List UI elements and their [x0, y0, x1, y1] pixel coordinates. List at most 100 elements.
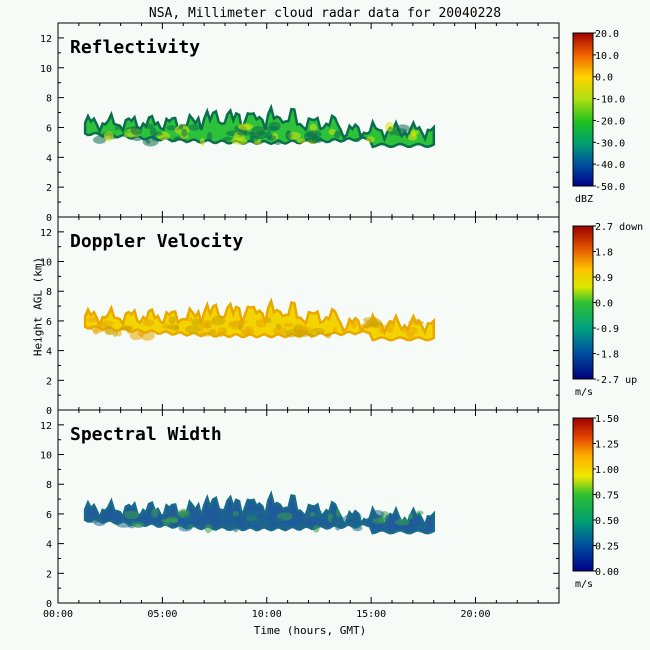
echo-texture: [310, 327, 326, 334]
colorbar-tick-label: 0.25: [595, 542, 619, 553]
echo-texture: [178, 524, 193, 532]
echo-texture: [270, 517, 285, 524]
chart-title: NSA, Millimeter cloud radar data for 200…: [148, 6, 502, 21]
colorbar-tick-label: 1.50: [595, 414, 619, 425]
colorbar-tick-label: -0.9: [595, 324, 619, 335]
echo-texture: [263, 520, 270, 530]
echo-texture: [378, 324, 388, 334]
echo-texture: [402, 326, 419, 335]
echo-texture: [86, 515, 101, 524]
echo-texture: [207, 131, 213, 142]
echo-texture: [353, 138, 361, 143]
echo-texture: [296, 329, 312, 337]
y-tick-label: 0: [46, 406, 52, 417]
echo-texture: [249, 134, 259, 142]
x-tick-label: 00:00: [43, 609, 73, 620]
colorbar-tick-label: -20.0: [595, 116, 625, 127]
echo-texture: [218, 510, 232, 519]
echo-texture: [222, 136, 233, 141]
echo-texture: [268, 121, 281, 131]
panel-title: Spectral Width: [70, 424, 222, 445]
colorbar-tick-label: 0.9: [595, 273, 613, 284]
echo-texture: [366, 136, 375, 143]
colorbar-tick-label: 0.00: [595, 567, 619, 578]
colorbar-unit: m/s: [575, 579, 593, 590]
echo-texture: [131, 522, 145, 527]
echo-texture: [145, 139, 151, 144]
y-tick-label: 4: [46, 347, 52, 358]
echo-texture: [274, 522, 290, 529]
echo-texture: [255, 511, 273, 517]
echo-texture: [184, 325, 201, 334]
echo-texture: [160, 518, 178, 523]
echo-texture: [178, 123, 184, 130]
panel-title: Reflectivity: [70, 37, 200, 58]
echo-texture: [266, 317, 272, 324]
colorbar-tick-label: 10.0: [595, 51, 619, 62]
echo-texture: [410, 129, 419, 136]
colorbar-tick-label: 1.25: [595, 440, 619, 451]
echo-texture: [332, 327, 338, 335]
colorbar-tick-label: -40.0: [595, 160, 625, 171]
y-tick-label: 12: [40, 228, 52, 239]
echo-texture: [199, 323, 205, 332]
echo-texture: [356, 513, 362, 522]
echo-texture: [368, 515, 373, 523]
echo-texture: [166, 125, 177, 131]
x-tick-label: 20:00: [460, 609, 490, 620]
echo-texture: [119, 326, 133, 331]
colorbar-tick-label: -10.0: [595, 95, 625, 106]
echo-texture: [217, 326, 226, 337]
echo-texture: [181, 128, 188, 137]
echo-texture: [408, 513, 414, 520]
colorbar-tick-label: 0.0: [595, 73, 613, 84]
x-axis-label: Time (hours, GMT): [253, 624, 367, 637]
echo-texture: [242, 521, 250, 529]
echo-texture: [124, 510, 139, 520]
echo-texture: [273, 138, 282, 146]
y-tick-label: 0: [46, 213, 52, 224]
echo-texture: [350, 320, 357, 329]
echo-texture: [369, 316, 379, 324]
echo-texture: [86, 325, 97, 330]
echo-texture: [103, 131, 114, 142]
colorbar-tick-label: 2.7 down: [595, 222, 643, 233]
colorbar-2: [572, 417, 594, 572]
echo-texture: [335, 509, 341, 519]
y-tick-label: 10: [40, 451, 52, 462]
echo-texture: [112, 329, 118, 337]
echo-texture: [297, 523, 302, 530]
colorbar-tick-label: -30.0: [595, 138, 625, 149]
echo-texture: [384, 121, 394, 132]
y-tick-label: 10: [40, 64, 52, 75]
echo-texture: [237, 130, 253, 136]
echo-texture: [204, 523, 213, 534]
echo-texture: [325, 332, 332, 339]
echo-texture: [228, 322, 243, 327]
echo-texture: [416, 523, 422, 528]
echo-texture: [272, 326, 288, 336]
echo-texture: [312, 513, 328, 521]
echo-texture: [114, 125, 120, 131]
echo-texture: [173, 324, 180, 332]
colorbar-unit: dBZ: [575, 194, 593, 205]
echo-texture: [231, 137, 248, 145]
colorbar-1: [572, 225, 594, 380]
echo-texture: [232, 511, 239, 517]
echo-texture: [201, 319, 214, 329]
y-tick-label: 8: [46, 287, 52, 298]
echo-texture: [306, 137, 320, 143]
echo-texture: [239, 511, 253, 516]
colorbar-tick-label: -50.0: [595, 182, 625, 193]
echo-texture: [358, 132, 364, 139]
echo-texture: [393, 128, 408, 137]
colorbar-tick-label: 20.0: [595, 29, 619, 40]
y-tick-label: 12: [40, 421, 52, 432]
echo-texture: [384, 514, 391, 524]
echo-texture: [143, 123, 154, 129]
y-tick-label: 6: [46, 317, 52, 328]
echo-texture: [237, 123, 254, 130]
y-tick-label: 10: [40, 258, 52, 269]
colorbar-tick-label: -1.8: [595, 350, 619, 361]
